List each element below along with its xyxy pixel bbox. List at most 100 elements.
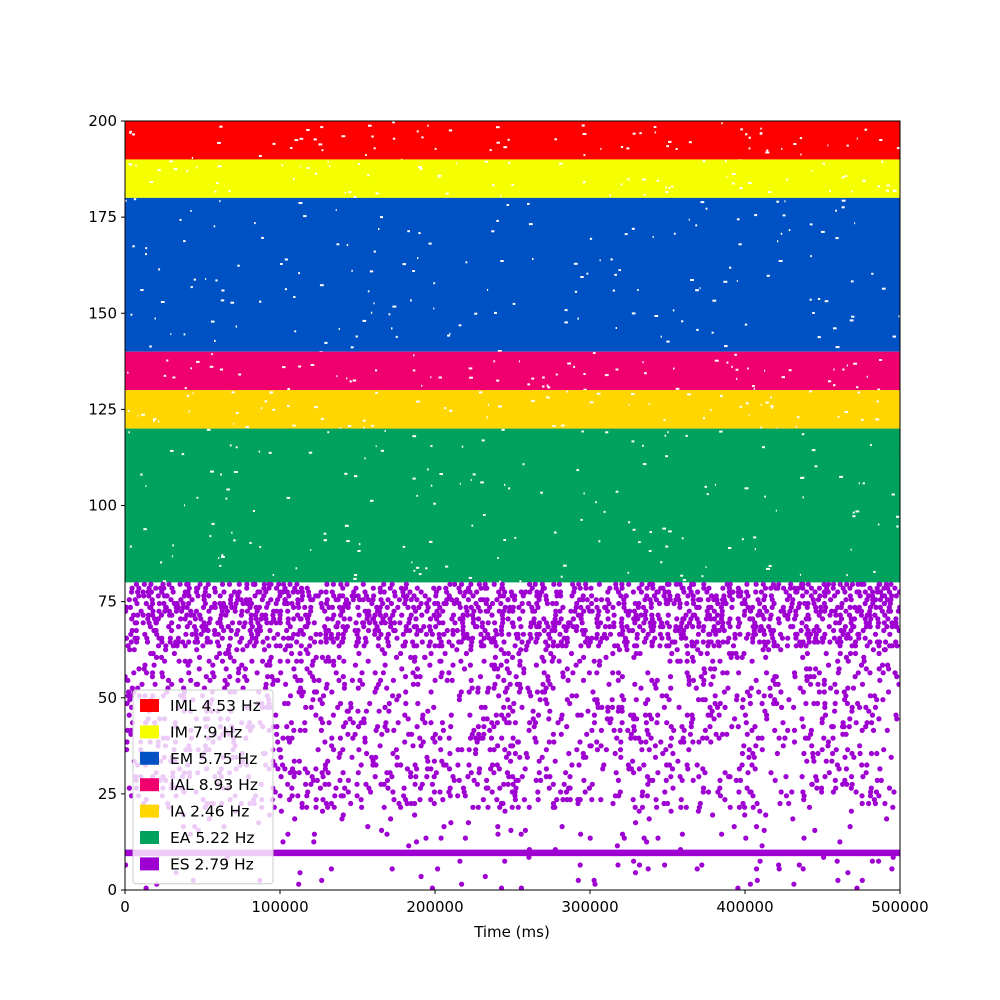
raster-gap [410,299,412,302]
spike-mark [388,624,394,630]
spike-mark [696,624,702,630]
spike-mark [362,589,368,595]
spike-mark [687,731,694,737]
raster-gap [294,330,297,333]
raster-gap [373,250,376,253]
spike-mark [888,581,894,587]
spike-mark [153,585,159,591]
raster-gap [465,261,468,264]
raster-gap [721,122,723,125]
spike-mark [813,631,819,637]
spike-mark [666,624,673,630]
raster-gap [736,280,738,282]
spike-mark [160,581,166,587]
spike-mark [821,677,828,684]
raster-gap [497,557,499,560]
spike-mark [390,789,396,795]
spike-mark [502,589,508,595]
spike-mark [184,624,190,630]
spike-mark [341,658,347,664]
spike-mark [563,627,569,634]
spike-mark [885,585,891,591]
raster-gap [580,276,584,278]
spike-mark [655,770,661,776]
raster-gap [546,384,549,387]
spike-mark [823,650,829,657]
spike-mark [701,581,707,587]
raster-gap [835,237,839,240]
raster-gap [171,555,174,558]
spike-mark [843,635,850,641]
spike-mark [516,604,522,611]
raster-gap [365,154,367,157]
spike-mark [883,639,889,645]
spike-mark [368,789,374,795]
spike-mark [735,616,741,622]
spike-mark [244,608,250,614]
raster-gaps [127,390,880,430]
spike-mark [141,581,147,587]
raster-gap [615,368,619,371]
spike-mark [415,700,421,707]
spike-mark [515,777,521,784]
spike-mark [150,608,156,614]
raster-gap [731,365,733,368]
spike-mark [277,793,283,799]
spike-mark [604,635,610,641]
spike-mark [499,631,505,637]
spike-mark [621,697,627,703]
spike-mark [313,631,319,637]
raster-gap [339,427,342,430]
spike-mark [816,585,823,591]
raster-gap [357,550,361,552]
raster-gap [618,269,621,272]
spike-mark [739,750,746,757]
raster-gap [133,198,137,201]
raster-gap [286,496,291,499]
spike-mark [378,620,384,626]
spike-mark [238,597,244,603]
spike-mark [564,724,570,730]
spike-mark [322,781,328,787]
spike-mark [314,777,320,784]
spike-mark [831,627,837,634]
spike-mark [475,616,482,622]
spike-mark [313,712,319,718]
spike-mark [811,627,817,634]
spike-mark [561,624,567,630]
spike-mark [578,616,584,622]
spike-mark [566,750,572,757]
raster-gap [153,420,155,423]
spike-mark [382,724,388,730]
spike-mark [669,766,676,772]
spike-mark [335,620,341,626]
spike-mark [284,600,291,607]
raster-gap [649,531,652,534]
raster-gap [668,530,672,533]
spike-mark [398,762,404,768]
spike-mark [849,581,856,587]
spike-mark [420,712,426,718]
spike-mark [505,597,511,603]
raster-gap [581,124,585,127]
spike-mark [777,800,783,807]
spike-mark [248,616,254,622]
spike-mark [586,670,593,676]
spike-mark [664,720,670,726]
raster-band [125,351,900,391]
spike-mark [491,581,497,587]
raster-gap [768,191,772,194]
spike-mark [495,743,501,749]
spike-mark [361,620,367,626]
spike-mark [586,785,593,791]
spike-mark [763,670,770,676]
raster-gap [494,311,497,314]
spike-mark [597,620,604,626]
spike-mark [759,612,765,618]
spike-mark [543,685,549,691]
spike-mark [284,627,290,634]
spike-mark [140,589,146,595]
spike-mark [532,581,538,587]
spike-mark [408,770,414,776]
spike-mark [372,612,378,618]
